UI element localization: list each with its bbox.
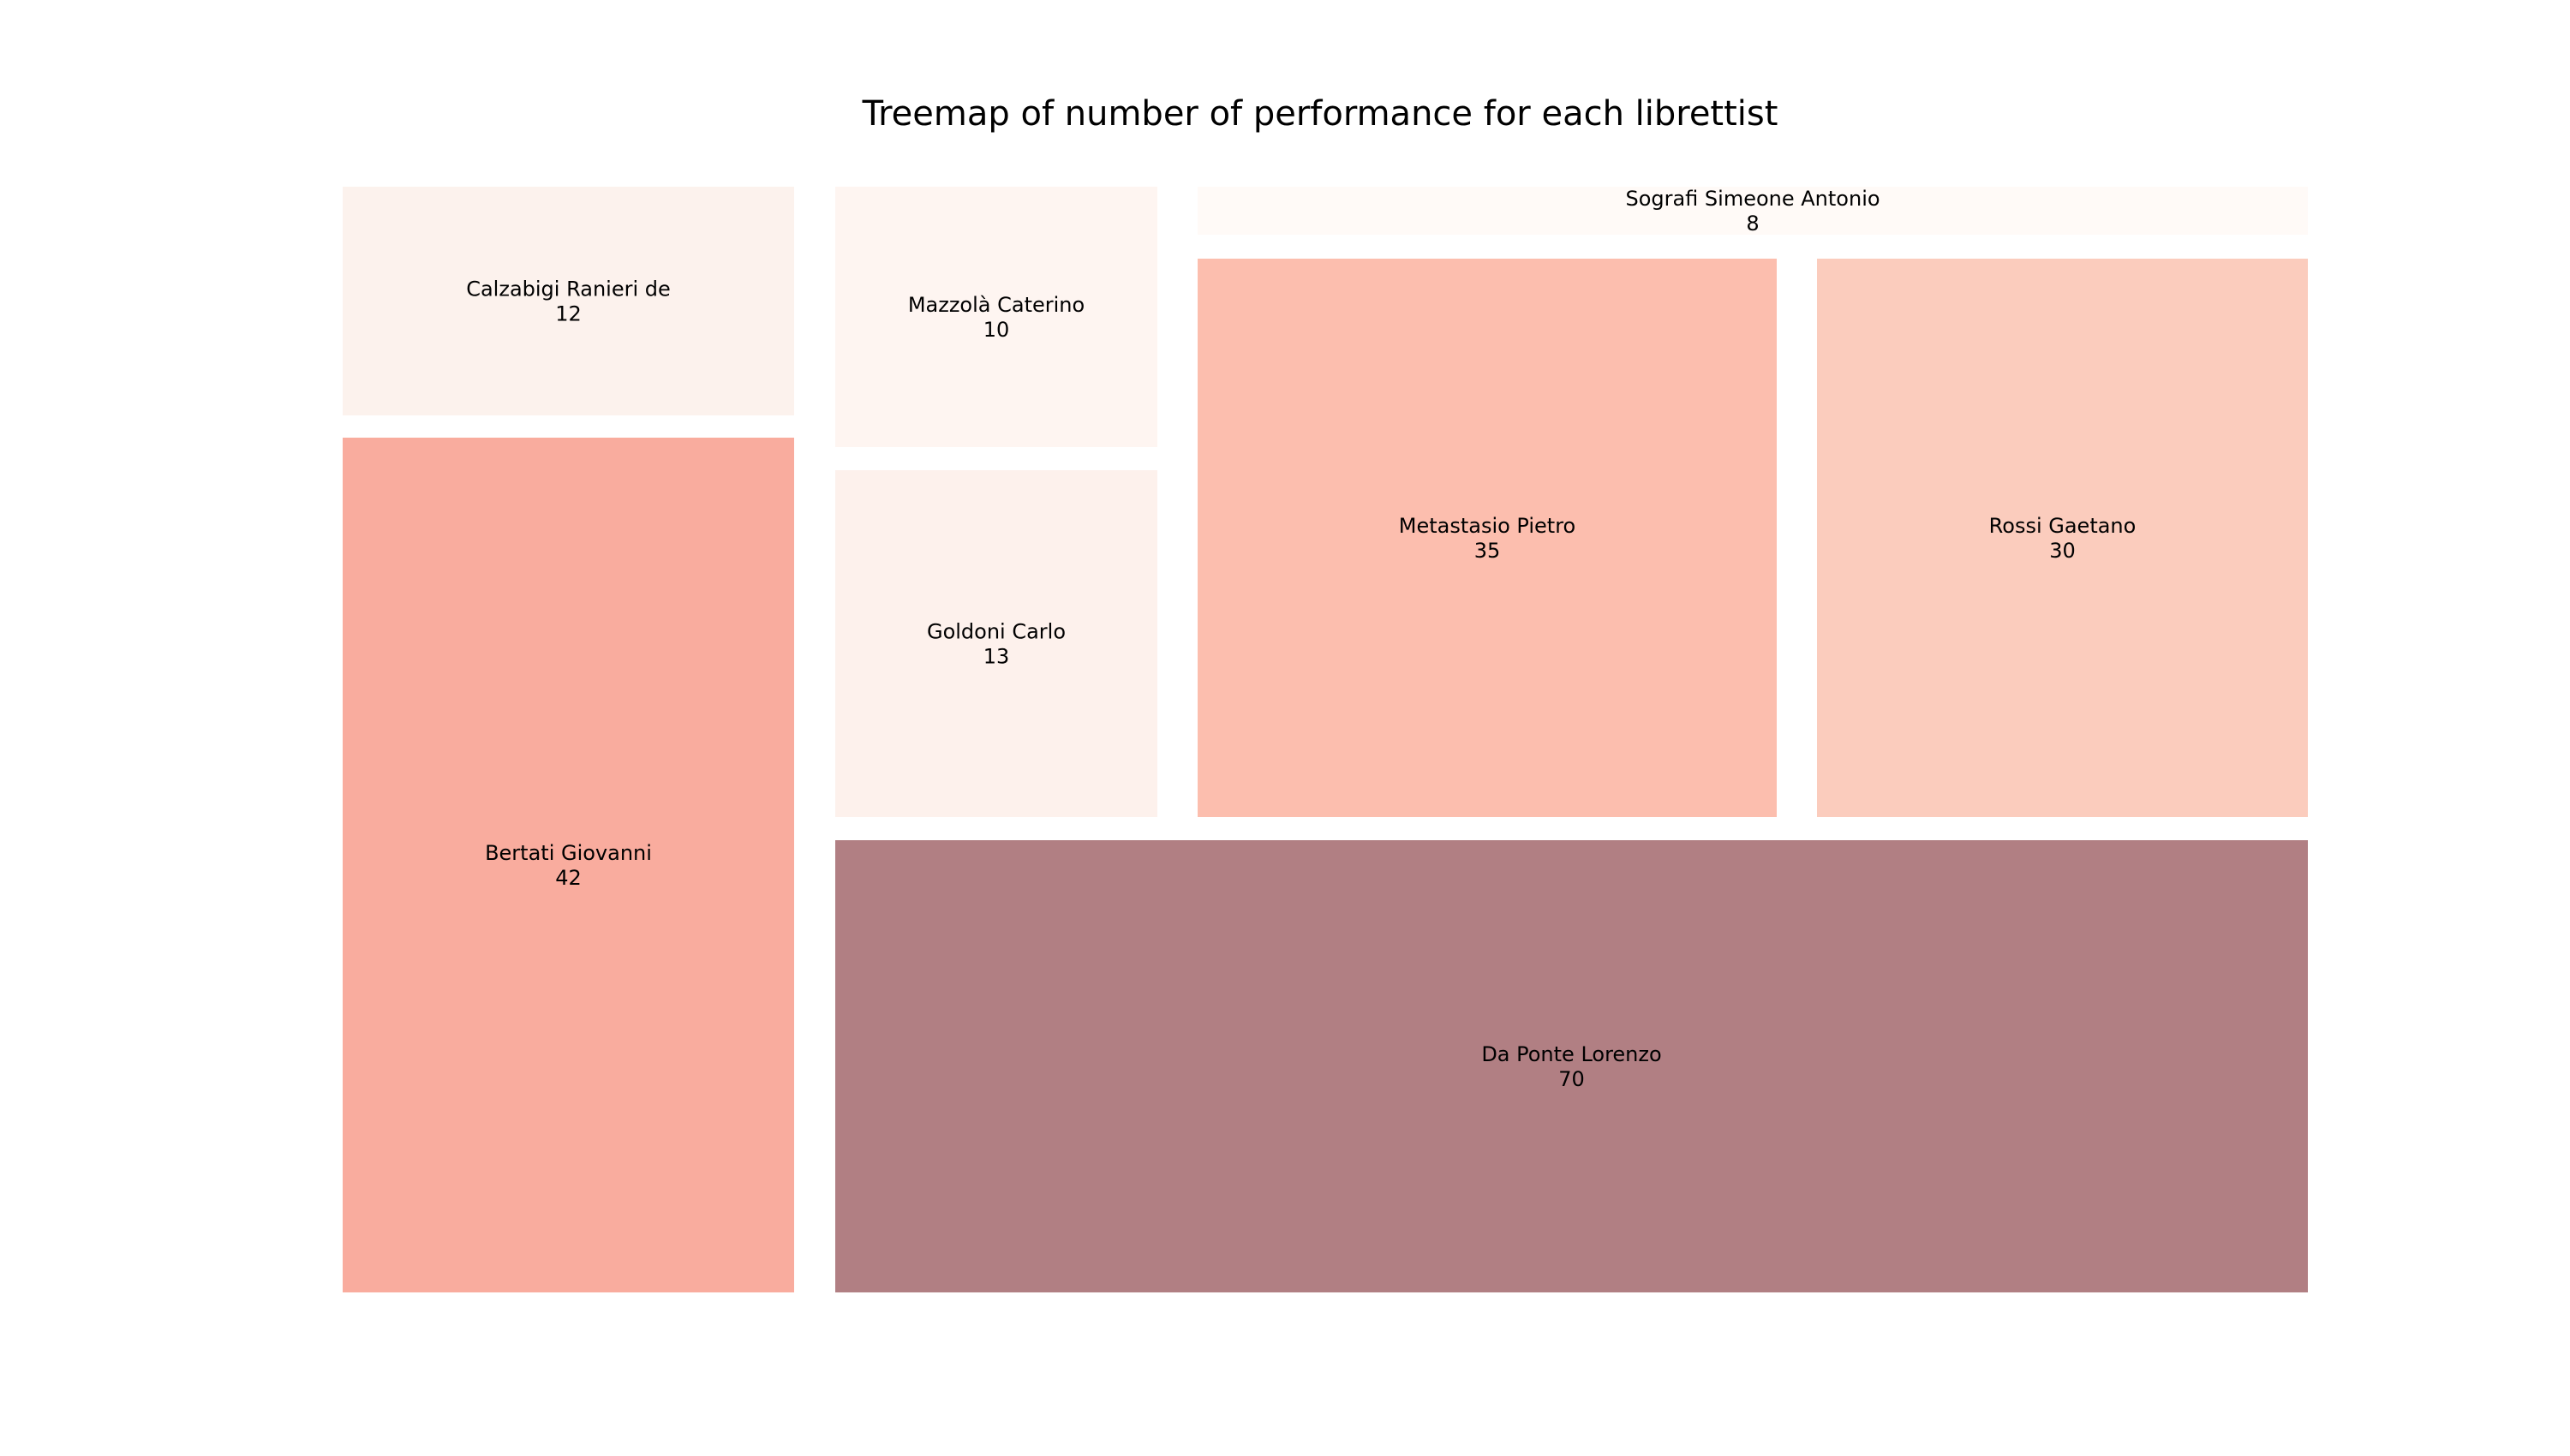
treemap-tile-metastasio-pietro — [1198, 259, 1777, 817]
treemap-tile-da-ponte-lorenzo — [835, 840, 2308, 1292]
treemap-tile-calzabigi-ranieri-de — [343, 187, 794, 415]
treemap-tile-goldoni-carlo — [835, 470, 1157, 817]
tile-value-da-ponte-lorenzo: 70 — [1558, 1067, 1585, 1091]
tile-label-calzabigi-ranieri-de: Calzabigi Ranieri de — [466, 277, 671, 301]
treemap-tile-bertati-giovanni — [343, 438, 794, 1292]
tile-value-bertati-giovanni: 42 — [555, 866, 582, 890]
tile-value-rossi-gaetano: 30 — [2049, 539, 2076, 563]
treemap-tile-sografi-simeone-antonio — [1198, 187, 2308, 235]
tile-value-sografi-simeone-antonio: 8 — [1746, 212, 1759, 236]
treemap-tile-mazzola-caterino — [835, 187, 1157, 447]
tile-label-goldoni-carlo: Goldoni Carlo — [927, 620, 1066, 644]
tile-label-sografi-simeone-antonio: Sografi Simeone Antonio — [1625, 187, 1880, 211]
tile-value-mazzola-caterino: 10 — [983, 318, 1010, 342]
tile-label-da-ponte-lorenzo: Da Ponte Lorenzo — [1481, 1042, 1661, 1066]
tile-label-mazzola-caterino: Mazzolà Caterino — [908, 293, 1085, 317]
tile-label-rossi-gaetano: Rossi Gaetano — [1989, 514, 2137, 538]
tile-value-goldoni-carlo: 13 — [983, 645, 1010, 669]
tile-value-metastasio-pietro: 35 — [1474, 539, 1501, 563]
treemap-tile-rossi-gaetano — [1817, 259, 2308, 817]
tile-label-bertati-giovanni: Bertati Giovanni — [485, 841, 652, 865]
chart-title: Treemap of number of performance for eac… — [862, 94, 1778, 134]
tile-label-metastasio-pietro: Metastasio Pietro — [1399, 514, 1576, 538]
tile-value-calzabigi-ranieri-de: 12 — [555, 302, 582, 326]
